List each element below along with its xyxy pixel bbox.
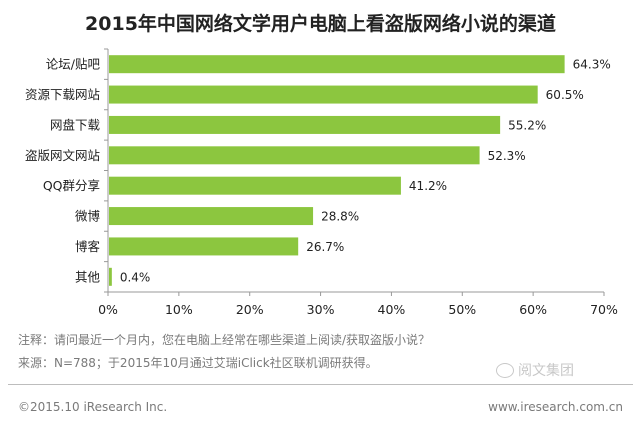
- value-label: 28.8%: [321, 210, 359, 224]
- x-tick-label: 70%: [590, 302, 618, 317]
- value-label: 26.7%: [306, 240, 344, 254]
- category-label: 其他: [75, 269, 101, 284]
- category-label: QQ群分享: [43, 178, 100, 193]
- bar: [109, 55, 565, 74]
- category-label: 网盘下载: [50, 117, 101, 132]
- watermark: 阅文集团: [496, 360, 574, 380]
- value-label: 52.3%: [488, 149, 526, 163]
- bar: [109, 267, 112, 286]
- x-tick-label: 40%: [378, 302, 406, 317]
- watermark-text: 阅文集团: [518, 363, 574, 379]
- website: www.iresearch.com.cn: [488, 400, 623, 414]
- category-label: 盗版网文网站: [25, 148, 100, 163]
- bar: [109, 237, 299, 256]
- chart-note: 注释：请问最近一个月内，您在电脑上经常在哪些渠道上阅读/获取盗版小说？: [18, 333, 431, 347]
- bar: [109, 176, 401, 195]
- chart-title: 2015年中国网络文学用户电脑上看盗版网络小说的渠道: [85, 13, 556, 35]
- bar: [109, 146, 480, 165]
- category-label: 资源下载网站: [25, 87, 100, 102]
- bar: [109, 85, 538, 104]
- value-label: 55.2%: [508, 118, 546, 132]
- wechat-icon: [496, 362, 514, 378]
- x-tick-label: 0%: [98, 302, 118, 317]
- value-label: 0.4%: [120, 270, 151, 284]
- x-tick-label: 50%: [448, 302, 476, 317]
- category-label: 论坛/贴吧: [46, 57, 101, 72]
- footer-divider: [8, 384, 633, 385]
- value-label: 41.2%: [409, 179, 447, 193]
- category-label: 博客: [75, 239, 101, 254]
- x-tick-label: 10%: [165, 302, 193, 317]
- chart-source: 来源：N=788；于2015年10月通过艾瑞iClick社区联机调研获得。: [18, 356, 378, 370]
- x-tick-label: 20%: [236, 302, 264, 317]
- bar: [109, 115, 501, 134]
- value-label: 64.3%: [573, 58, 611, 72]
- x-tick-label: 30%: [307, 302, 335, 317]
- bar: [109, 207, 314, 226]
- x-tick-label: 60%: [519, 302, 547, 317]
- value-label: 60.5%: [546, 88, 584, 102]
- bar-chart: 论坛/贴吧 64.3% 资源下载网站 60.5% 网盘下载 55.2% 盗版网文网站 52.3…: [25, 48, 618, 317]
- category-label: 微博: [75, 209, 101, 224]
- copyright: ©2015.10 iResearch Inc.: [18, 400, 168, 414]
